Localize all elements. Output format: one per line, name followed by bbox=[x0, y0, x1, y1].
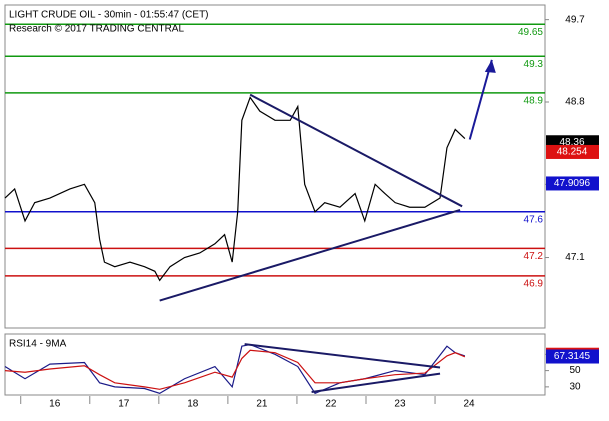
price-tag-label: 48.36 bbox=[559, 137, 584, 148]
x-tick-label: 22 bbox=[325, 399, 337, 410]
y-tick-label: 48.8 bbox=[565, 97, 585, 108]
trendline bbox=[249, 93, 463, 208]
level-label: 49.65 bbox=[518, 27, 543, 38]
level-label: 48.9 bbox=[524, 95, 544, 106]
rsi-title: RSI14 - 9MA bbox=[9, 339, 67, 350]
trendline bbox=[468, 59, 493, 140]
y-tick-label: 50 bbox=[569, 365, 581, 376]
y-tick-label: 49.7 bbox=[565, 14, 585, 25]
trendline bbox=[311, 372, 441, 393]
level-label: 47.2 bbox=[524, 251, 544, 262]
level-label: 49.3 bbox=[524, 59, 544, 70]
panel-frame bbox=[4, 333, 546, 396]
trendline bbox=[244, 343, 441, 369]
arrow-head bbox=[484, 59, 496, 73]
y-tick-label: 47.1 bbox=[565, 252, 585, 263]
panel-frame bbox=[4, 4, 546, 329]
x-tick-label: 16 bbox=[49, 399, 61, 410]
y-tick-label: 30 bbox=[569, 382, 581, 393]
x-tick-label: 23 bbox=[394, 399, 406, 410]
chart-title: LIGHT CRUDE OIL - 30min - 01:55:47 (CET) bbox=[9, 10, 209, 21]
price-tag-label: 47.9096 bbox=[554, 178, 591, 189]
x-tick-label: 17 bbox=[118, 399, 130, 410]
price-tag-label: 48.254 bbox=[557, 147, 588, 158]
price-tag-label: 67.3145 bbox=[554, 351, 591, 362]
chart-subtitle: Research © 2017 TRADING CENTRAL bbox=[9, 24, 184, 35]
price-tag bbox=[546, 176, 599, 191]
x-tick-label: 18 bbox=[187, 399, 199, 410]
price-tag bbox=[546, 349, 599, 364]
level-label: 47.6 bbox=[524, 214, 544, 225]
trendline bbox=[159, 209, 461, 302]
series-line bbox=[4, 349, 466, 390]
x-tick-label: 21 bbox=[256, 399, 268, 410]
series-line bbox=[4, 343, 466, 395]
level-label: 46.9 bbox=[524, 278, 544, 289]
series-line bbox=[4, 96, 466, 282]
price-tag bbox=[546, 144, 599, 159]
x-tick-label: 24 bbox=[463, 399, 475, 410]
